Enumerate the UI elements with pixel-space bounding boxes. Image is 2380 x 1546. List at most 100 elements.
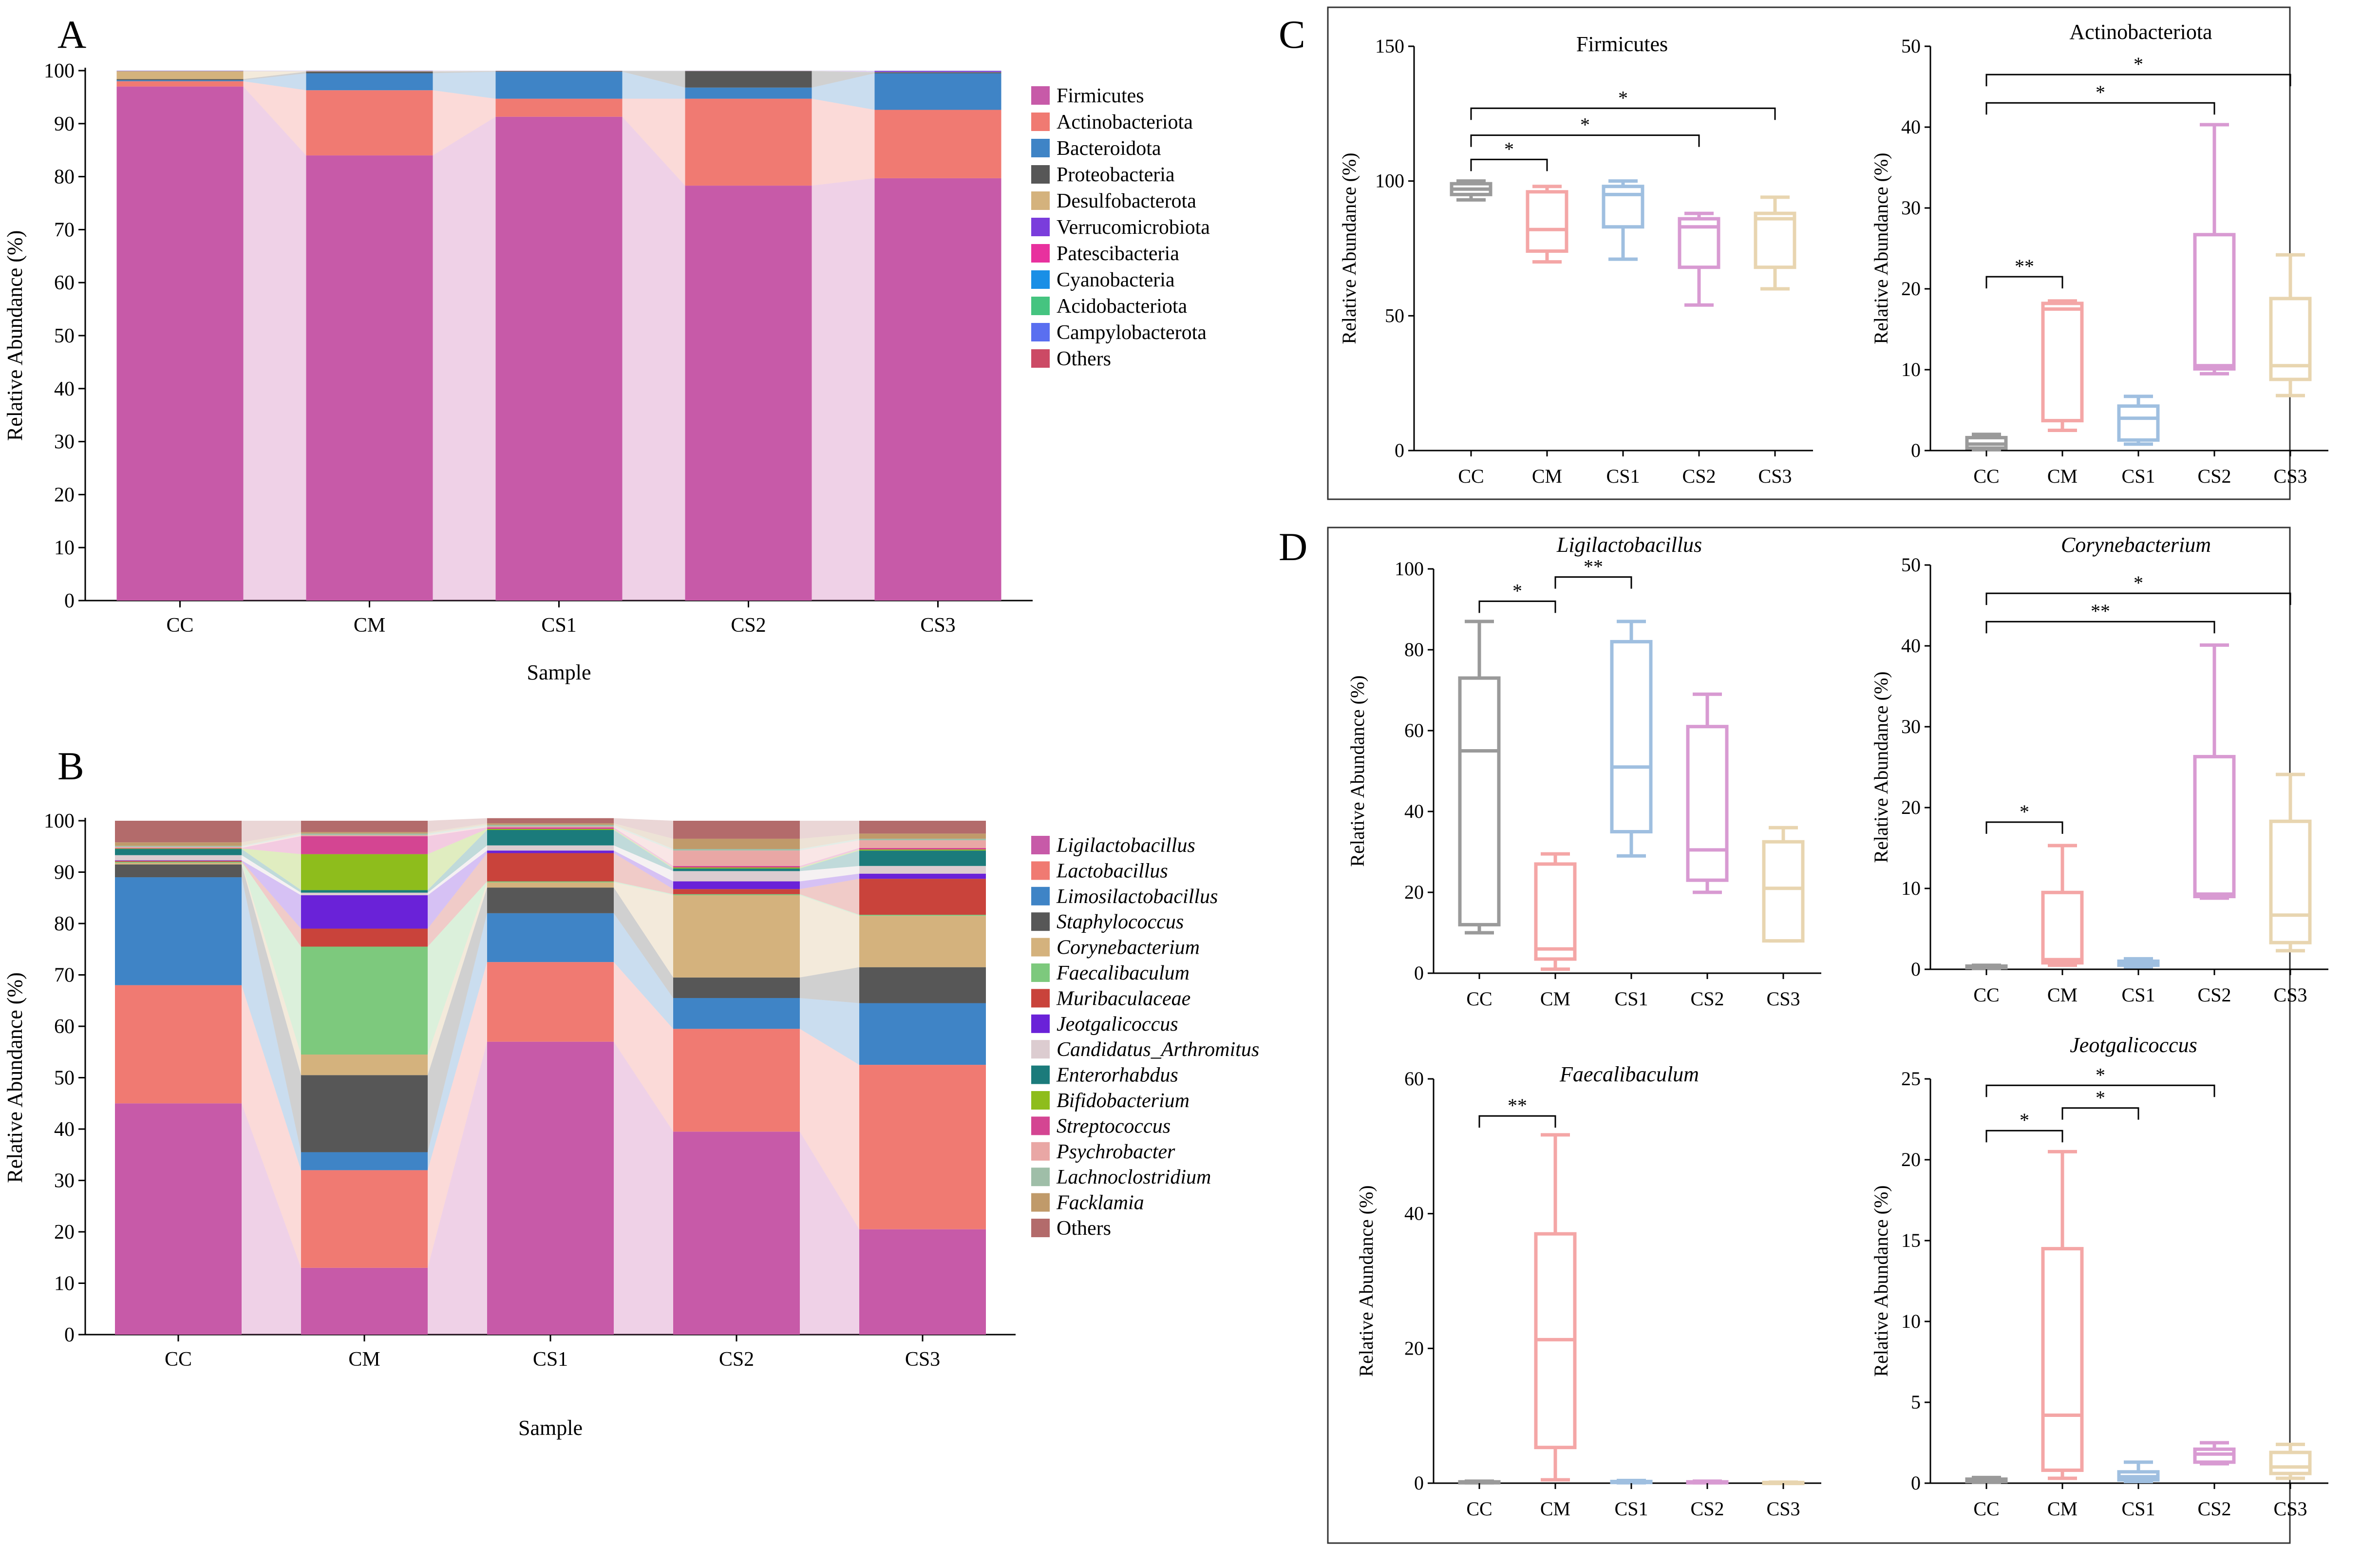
legend-swatch-actinobacteriota xyxy=(1031,113,1050,131)
bar-segment-muribaculaceae xyxy=(301,928,428,947)
bar-segment-lactobacillus xyxy=(859,1065,986,1229)
bar-segment-bacteroidota xyxy=(874,73,1001,110)
bar-segment-firmicutes xyxy=(685,186,812,601)
connector-actinobacteriota xyxy=(433,90,496,156)
x-tick-label: CM xyxy=(348,1348,380,1371)
connector-ligilactobacillus xyxy=(242,1103,301,1335)
chart-title: Jeotgalicoccus xyxy=(2070,1033,2197,1057)
boxplot-firmicutes: 0 50 100 150 CC CM CS1 CS2 CS3 * * * Firmicutes Relat… xyxy=(1338,32,1813,487)
y-tick-label: 10 xyxy=(1901,358,1921,380)
bar-segment-facklamia xyxy=(859,833,986,839)
connector-staphylococcus xyxy=(242,864,301,1152)
connector-corynebacterium xyxy=(614,882,673,978)
bar-segment-staphylococcus xyxy=(487,887,614,913)
connector-streptococcus xyxy=(242,836,301,854)
bar-segment-muribaculaceae xyxy=(673,889,800,894)
significance-bracket xyxy=(1985,1130,2063,1143)
connector-actinobacteriota xyxy=(243,81,306,156)
y-tick-label: 60 xyxy=(1404,719,1424,741)
legend-label-campylobacterota: Campylobacterota xyxy=(1057,321,1207,344)
legend-label-candidatus_arthromitus: Candidatus_Arthromitus xyxy=(1057,1038,1259,1061)
legend-swatch-patescibacteria xyxy=(1031,244,1050,263)
y-tick-label: 50 xyxy=(54,1067,75,1090)
x-tick-label: CC xyxy=(165,1348,192,1371)
x-tick-label: CS2 xyxy=(2198,465,2231,487)
y-tick-label: 0 xyxy=(1911,1472,1921,1494)
connector-bacteroidota xyxy=(433,72,496,99)
bar-segment-facklamia xyxy=(301,832,428,834)
legend-label-desulfobacterota: Desulfobacterota xyxy=(1057,190,1196,212)
connector-facklamia xyxy=(800,833,859,849)
legend-label-staphylococcus: Staphylococcus xyxy=(1057,911,1184,933)
bar-segment-bacteroidota xyxy=(306,73,433,91)
bar-segment-faecalibaculum xyxy=(859,915,986,916)
y-tick-label: 20 xyxy=(1404,1337,1424,1359)
legend-swatch-firmicutes xyxy=(1031,86,1050,105)
connector-limosilactobacillus xyxy=(428,913,487,1170)
box xyxy=(2041,302,2084,423)
bar-segment-bifidobacterium xyxy=(301,854,428,890)
bar-segment-actinobacteriota xyxy=(685,98,812,186)
bar-segment-bacteroidota xyxy=(495,72,623,99)
x-tick-label: CC xyxy=(1973,465,1999,487)
legend-label-others: Others xyxy=(1057,348,1111,370)
significance-bracket xyxy=(1985,74,2291,87)
y-tick-label: 100 xyxy=(44,60,75,82)
significance-bracket xyxy=(1554,576,1632,589)
y-tick-label: 0 xyxy=(1395,439,1404,461)
connector-muribaculaceae xyxy=(428,853,487,947)
y-tick-label: 40 xyxy=(1404,800,1424,822)
significance-label: * xyxy=(2134,572,2143,594)
connector-ligilactobacillus xyxy=(614,1041,673,1335)
chart-title: Ligilactobacillus xyxy=(1556,533,1702,557)
x-tick-label: CC xyxy=(1466,988,1492,1010)
bar-segment-limosilactobacillus xyxy=(487,913,614,962)
significance-bracket xyxy=(1470,107,1776,120)
connector-candidatus_arthromitus xyxy=(428,845,487,895)
bar-segment-bifidobacterium xyxy=(487,829,614,830)
legend-label-faecalibaculum: Faecalibaculum xyxy=(1056,962,1190,984)
box xyxy=(2117,404,2160,442)
bar-segment-limosilactobacillus xyxy=(115,877,242,985)
bar-segment-faecalibaculum xyxy=(673,894,800,895)
legend-swatch-streptococcus xyxy=(1031,1116,1050,1135)
connector-verrucomicrobiota xyxy=(812,71,875,72)
x-tick-label: CS2 xyxy=(719,1348,754,1371)
connector-candidatus_arthromitus xyxy=(614,845,673,882)
connector-limosilactobacillus xyxy=(800,998,859,1065)
x-tick-label: CC xyxy=(1973,984,1999,1006)
legend-swatch-muribaculaceae xyxy=(1031,989,1050,1008)
box xyxy=(2269,819,2312,944)
bar-segment-desulfobacterota xyxy=(306,71,433,72)
x-tick-label: CS2 xyxy=(1682,465,1716,487)
box xyxy=(2041,1247,2084,1472)
bar-segment-lachnoclostridium xyxy=(673,849,800,851)
x-tick-label: CS3 xyxy=(1758,465,1792,487)
connector-bacteroidota xyxy=(812,73,875,110)
significance-label: ** xyxy=(1584,556,1603,578)
x-tick-label: CS1 xyxy=(1606,465,1640,487)
bar-segment-corynebacterium xyxy=(115,863,242,865)
y-tick-label: 40 xyxy=(1901,635,1921,657)
box xyxy=(1610,640,1653,834)
bar-segment-firmicutes xyxy=(495,116,623,601)
y-tick-label: 10 xyxy=(54,1273,75,1295)
bar-segment-firmicutes xyxy=(874,178,1001,601)
legend-swatch-facklamia xyxy=(1031,1193,1050,1212)
legend-label-actinobacteriota: Actinobacteriota xyxy=(1057,111,1193,133)
x-tick-label: CS3 xyxy=(1767,1498,1800,1520)
significance-bracket xyxy=(1985,592,2291,605)
y-tick-label: 30 xyxy=(1901,197,1921,219)
connector-jeotgalicoccus xyxy=(800,873,859,889)
connector-others xyxy=(242,821,301,843)
bar-segment-lactobacillus xyxy=(673,1029,800,1132)
connector-desulfobacterota xyxy=(812,71,875,73)
bar-segment-ligilactobacillus xyxy=(859,1229,986,1335)
stacked-bar-chart-genus: 0 10 20 30 40 50 60 70 80 90 100 CC CM CS1 CS2 CS3 Sampl… xyxy=(3,810,1259,1440)
legend-swatch-bifidobacterium xyxy=(1031,1091,1050,1110)
y-tick-label: 50 xyxy=(54,325,75,347)
significance-label: * xyxy=(2096,1064,2105,1086)
significance-bracket xyxy=(1985,621,2215,634)
connector-enterorhabdus xyxy=(614,830,673,871)
